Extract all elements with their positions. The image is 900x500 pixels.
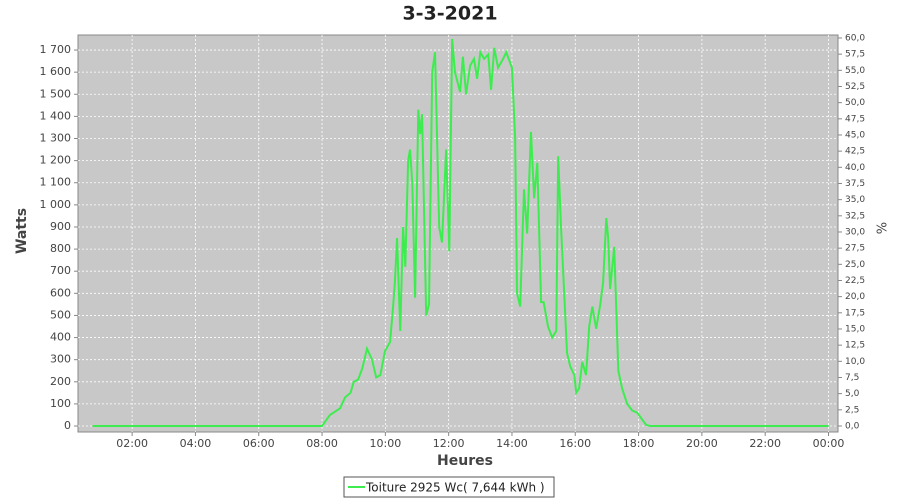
y2-tick-label: 55,0: [845, 66, 865, 76]
y-tick-label: 700: [50, 264, 71, 277]
y-axis-label: Watts: [14, 208, 30, 254]
x-axis-label: Heures: [437, 453, 493, 469]
y2-tick-label: 27,5: [845, 244, 865, 254]
y-tick-label: 100: [50, 397, 71, 410]
x-tick-label: 04:00: [180, 437, 212, 450]
y2-tick-label: 45,0: [845, 130, 865, 140]
y-tick-label: 200: [50, 375, 71, 388]
y2-tick-label: 25,0: [845, 260, 865, 270]
y-tick-label: 1 600: [40, 65, 72, 78]
y2-tick-label: 5,0: [845, 389, 860, 399]
data-line: [92, 38, 829, 428]
y2-tick-label: 40,0: [845, 163, 865, 173]
y2-tick-label: 57,5: [845, 50, 865, 60]
y2-tick-label: 22,5: [845, 276, 865, 286]
x-tick-label: 14:00: [496, 437, 528, 450]
x-tick-label: 00:00: [813, 437, 845, 450]
y2-tick-label: 7,5: [845, 373, 859, 383]
y-tick-label: 1 300: [40, 132, 72, 145]
y2-tick-label: 2,5: [845, 405, 859, 415]
chart-title: 3-3-2021: [402, 3, 497, 25]
x-tick-label: 20:00: [686, 437, 718, 450]
y-tick-label: 500: [50, 308, 71, 321]
y-tick-label: 900: [50, 220, 71, 233]
y-tick-label: 1 500: [40, 87, 72, 100]
y2-tick-label: 12,5: [845, 341, 865, 351]
plot-area: [77, 34, 839, 433]
x-tick-label: 08:00: [306, 437, 338, 450]
legend-box: [343, 476, 555, 498]
y2-tick-label: 52,5: [845, 82, 865, 92]
y-tick-label: 1 700: [40, 43, 72, 56]
x-tick-label: 16:00: [559, 437, 591, 450]
y-tick-label: 600: [50, 286, 71, 299]
y2-tick-label: 10,0: [845, 357, 865, 367]
y2-tick-label: 32,5: [845, 211, 865, 221]
y2-tick-label: 42,5: [845, 147, 865, 157]
y2-tick-label: 35,0: [845, 195, 865, 205]
y2-tick-label: 30,0: [845, 227, 865, 237]
x-tick-label: 22:00: [749, 437, 781, 450]
legend-label: Toiture 2925 Wc( 7,644 kWh ): [365, 481, 545, 495]
y2-tick-label: 47,5: [845, 114, 865, 124]
y2-tick-label: 17,5: [845, 308, 865, 318]
x-tick-label: 10:00: [370, 437, 402, 450]
y-tick-label: 0: [64, 419, 71, 432]
y-tick-label: 1 100: [40, 176, 72, 189]
x-tick-label: 18:00: [623, 437, 655, 450]
y-tick-label: 1 400: [40, 109, 72, 122]
x-tick-label: 06:00: [243, 437, 275, 450]
y2-tick-label: 15,0: [845, 324, 865, 334]
y2-tick-label: 60,0: [845, 33, 865, 43]
legend: Toiture 2925 Wc( 7,644 kWh ): [343, 476, 555, 498]
y-tick-label: 800: [50, 242, 71, 255]
y2-tick-label: 37,5: [845, 179, 865, 189]
y2-tick-label: 0,0: [845, 421, 860, 431]
y2-tick-label: 50,0: [845, 98, 865, 108]
y-tick-label: 1 200: [40, 154, 72, 167]
y-tick-label: 1 000: [40, 198, 72, 211]
y-tick-label: 300: [50, 353, 71, 366]
y2-tick-label: 20,0: [845, 292, 865, 302]
x-tick-label: 02:00: [116, 437, 148, 450]
x-tick-label: 12:00: [433, 437, 465, 450]
y2-axis-label: %: [876, 222, 891, 234]
y-tick-label: 400: [50, 331, 71, 344]
